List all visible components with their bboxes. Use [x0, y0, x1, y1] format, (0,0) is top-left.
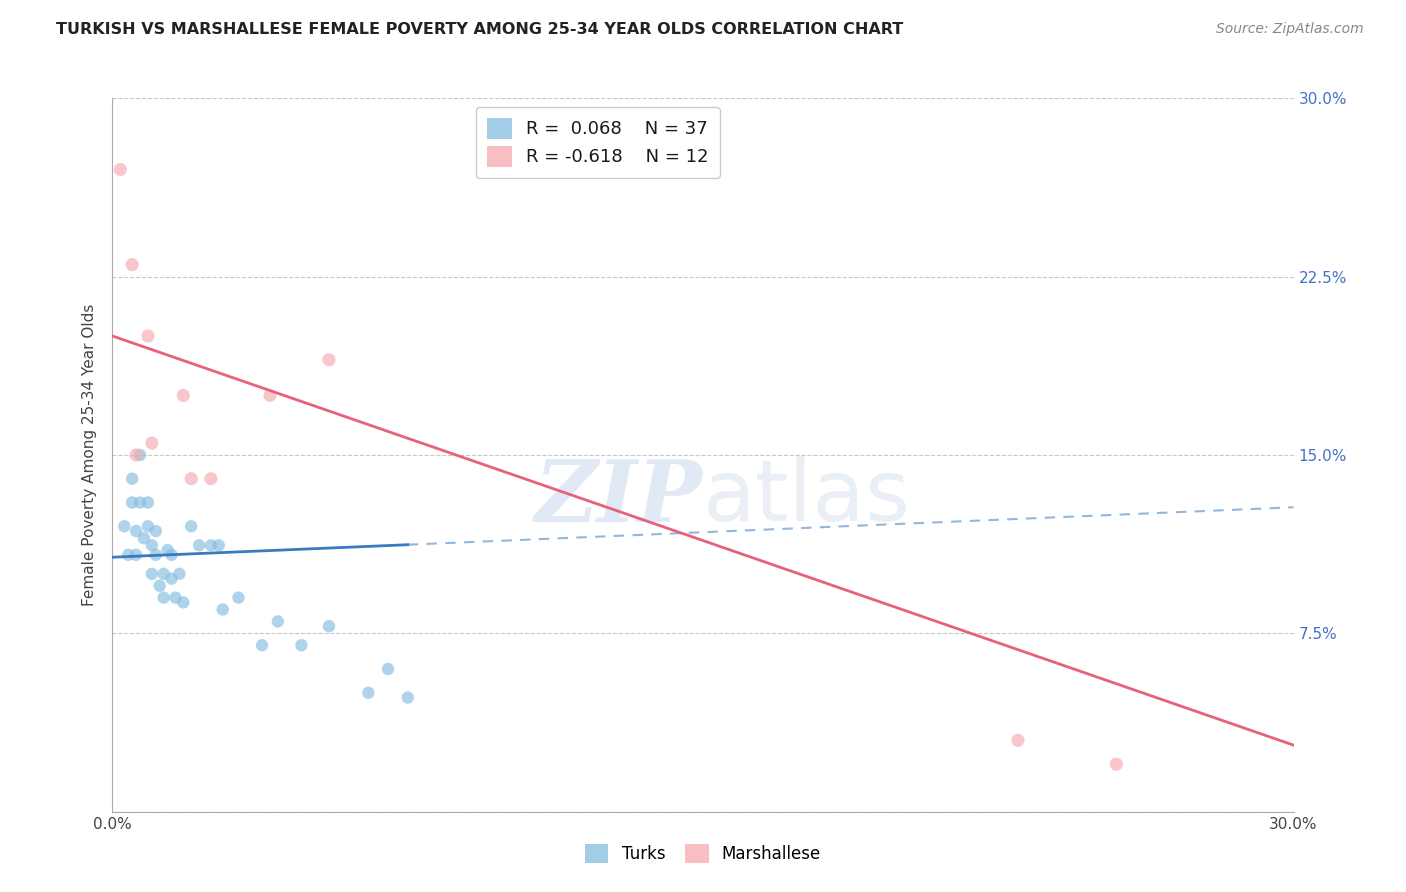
Point [145, 548, 167, 562]
Point [136, 519, 159, 533]
Point [290, 638, 312, 652]
Text: TURKISH VS MARSHALLESE FEMALE POVERTY AMONG 25-34 YEAR OLDS CORRELATION CHART: TURKISH VS MARSHALLESE FEMALE POVERTY AM… [56, 22, 904, 37]
Point [117, 548, 139, 562]
Point [132, 531, 155, 545]
Point [250, 638, 273, 652]
Y-axis label: Female Poverty Among 25-34 Year Olds: Female Poverty Among 25-34 Year Olds [82, 304, 97, 606]
Point [125, 524, 148, 538]
Point [377, 662, 399, 676]
Point [396, 690, 419, 705]
Point [211, 602, 233, 616]
Point [156, 543, 179, 558]
Legend: Turks, Marshallese: Turks, Marshallese [576, 835, 830, 871]
Point [208, 538, 231, 552]
Point [1007, 733, 1029, 747]
Point [160, 548, 183, 562]
Point [172, 388, 194, 402]
Point [1105, 757, 1128, 772]
Point [165, 591, 187, 605]
Point [145, 524, 167, 538]
Point [141, 566, 163, 581]
Point [149, 579, 172, 593]
Point [152, 591, 174, 605]
Point [228, 591, 250, 605]
Point [136, 495, 159, 509]
Point [112, 519, 135, 533]
Text: Source: ZipAtlas.com: Source: ZipAtlas.com [1216, 22, 1364, 37]
Point [180, 472, 202, 486]
Point [180, 519, 202, 533]
Point [259, 388, 281, 402]
Point [200, 538, 222, 552]
Point [121, 495, 143, 509]
Point [172, 595, 194, 609]
Point [121, 472, 143, 486]
Point [129, 495, 152, 509]
Point [318, 619, 340, 633]
Point [152, 566, 174, 581]
Point [318, 352, 340, 367]
Text: ZIP: ZIP [536, 456, 703, 540]
Point [267, 615, 290, 629]
Point [125, 548, 148, 562]
Point [129, 448, 152, 462]
Point [121, 258, 143, 272]
Point [200, 472, 222, 486]
Point [110, 162, 132, 177]
Point [136, 329, 159, 343]
Point [357, 686, 380, 700]
Point [160, 572, 183, 586]
Point [125, 448, 148, 462]
Point [188, 538, 211, 552]
Point [169, 566, 191, 581]
Text: atlas: atlas [703, 456, 911, 540]
Point [141, 538, 163, 552]
Point [141, 436, 163, 450]
